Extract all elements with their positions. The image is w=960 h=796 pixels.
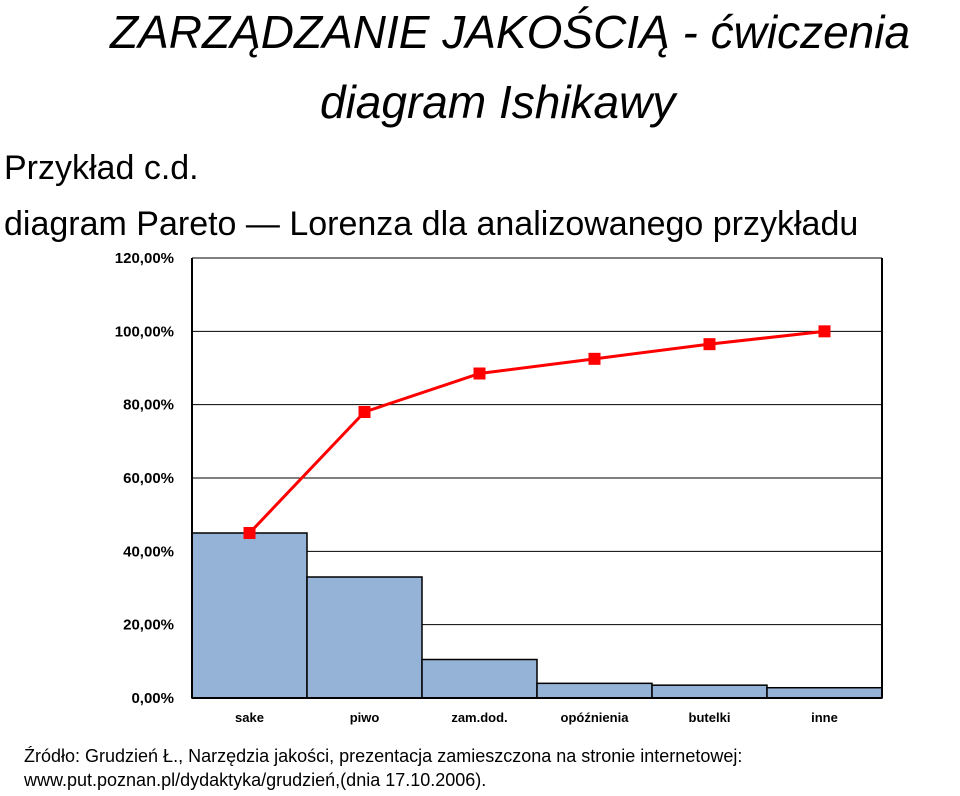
source-note: Źródło: Grudzień Ł., Narzędzia jakości, … xyxy=(24,744,742,792)
y-tick-label: 60,00% xyxy=(123,470,174,487)
cumulative-polyline xyxy=(248,329,825,535)
cumulative-point xyxy=(473,367,486,380)
cumulative-point xyxy=(243,527,256,539)
bar xyxy=(536,682,653,699)
chart-subtitle: diagram Pareto — Lorenza dla analizowane… xyxy=(4,205,859,243)
cumulative-point xyxy=(358,406,371,418)
x-tick-label: zam.dod. xyxy=(451,710,507,725)
x-tick-label: inne xyxy=(811,710,838,725)
bar xyxy=(421,658,538,699)
y-tick-labels: 0,00% 20,00% 40,00% 60,00% 80,00% 100,00% 120,… xyxy=(115,250,174,707)
pareto-chart: 0,00% 20,00% 40,00% 60,00% 80,00% 100,00% 120,… xyxy=(115,250,883,725)
cumulative-point xyxy=(818,325,831,338)
y-tick-label: 20,00% xyxy=(123,617,174,634)
cumulative-point xyxy=(703,338,716,351)
bar xyxy=(306,576,423,699)
title-line-2: diagram Ishikawy xyxy=(320,76,676,128)
x-tick-label: opóźnienia xyxy=(561,710,630,725)
axes xyxy=(191,258,883,699)
y-tick-label: 40,00% xyxy=(123,543,174,560)
title-line-1: ZARZĄDZANIE JAKOŚCIĄ - ćwiczenia xyxy=(110,6,911,58)
example-label: Przykład c.d. xyxy=(4,149,199,187)
bar xyxy=(766,686,883,699)
bar xyxy=(651,684,768,699)
y-tick-label: 120,00% xyxy=(115,250,174,267)
x-tick-label: sake xyxy=(235,710,264,725)
x-tick-label: piwo xyxy=(350,710,380,725)
cumulative-point xyxy=(588,352,601,365)
cumulative-line xyxy=(243,325,831,539)
bars xyxy=(191,532,883,699)
x-tick-label: butelki xyxy=(689,710,731,725)
x-tick-labels: sake piwo zam.dod. opóźnienia butelki inne xyxy=(235,710,838,725)
y-tick-label: 80,00% xyxy=(123,397,174,414)
bar xyxy=(191,532,308,699)
source-line-1: Źródło: Grudzień Ł., Narzędzia jakości, … xyxy=(24,746,743,766)
y-tick-label: 0,00% xyxy=(131,690,174,707)
y-tick-label: 100,00% xyxy=(115,323,174,340)
source-line-2: www.put.poznan.pl/dydaktyka/grudzień,(dn… xyxy=(24,770,487,790)
